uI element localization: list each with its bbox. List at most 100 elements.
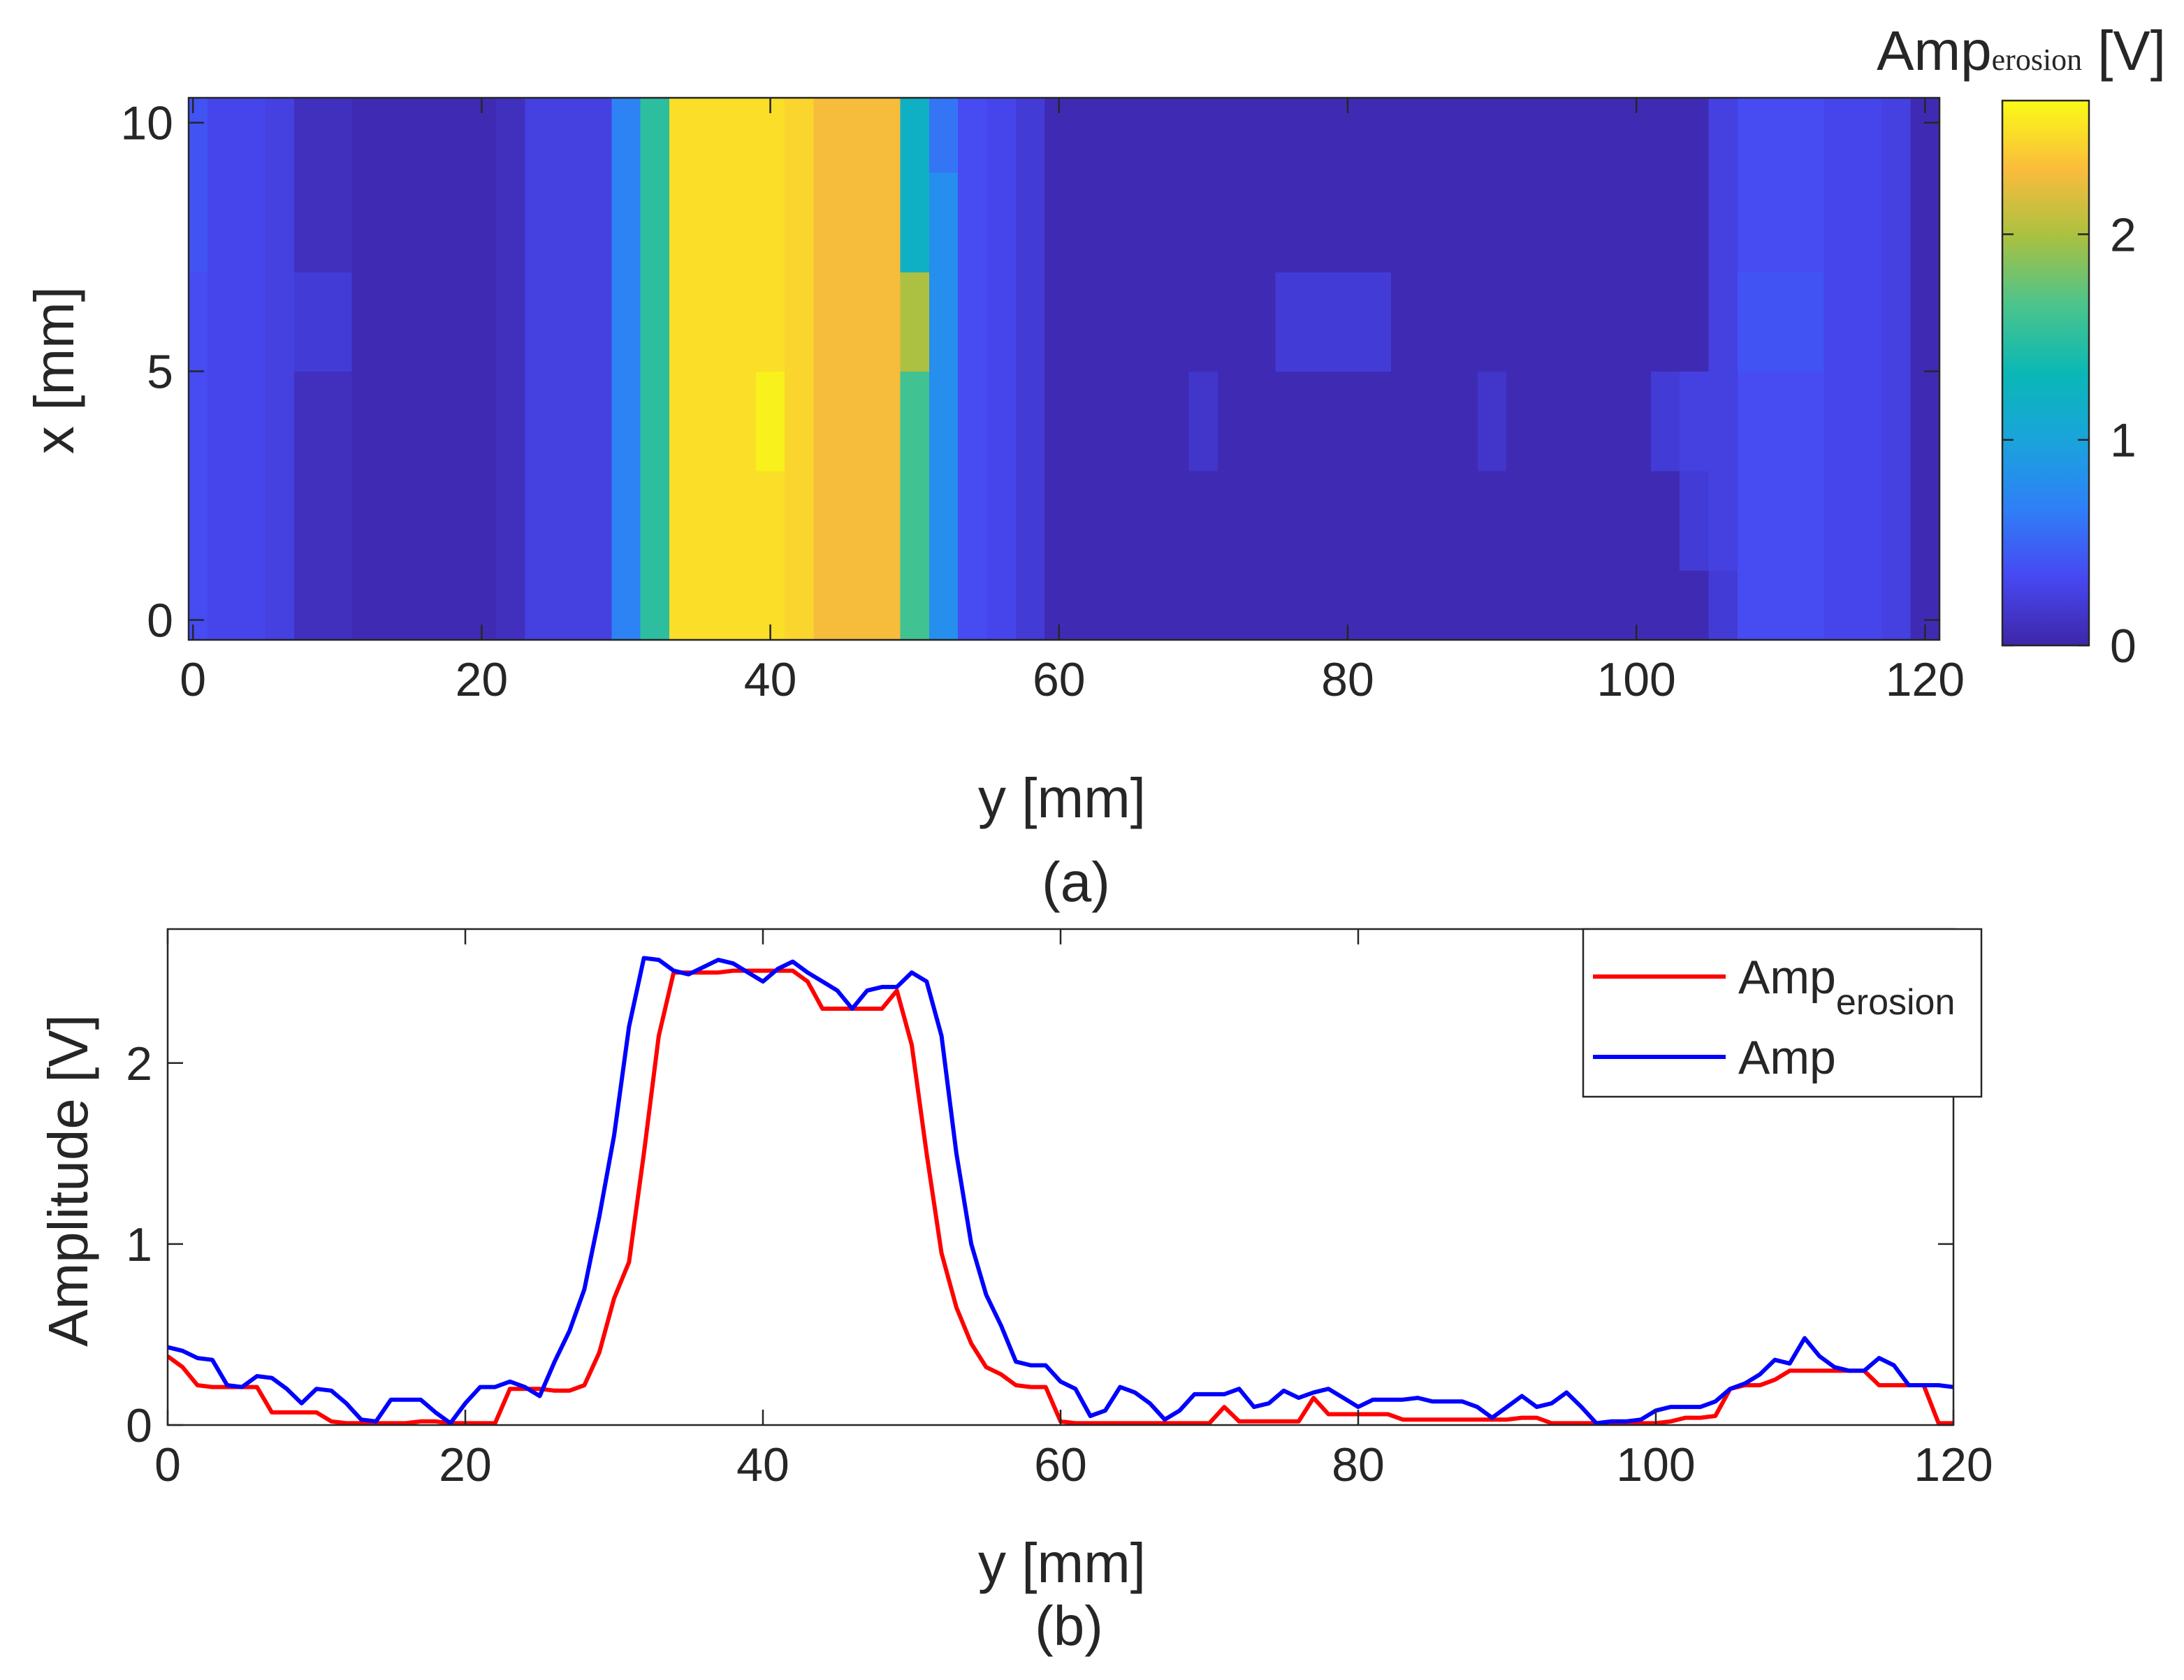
- heat-cell: [1910, 172, 1939, 272]
- heat-cell: [1275, 172, 1305, 272]
- heat-cell: [1593, 172, 1623, 272]
- x-tick-label: 60: [1034, 1438, 1087, 1491]
- heat-cell: [1362, 272, 1392, 372]
- heat-cell: [1160, 172, 1190, 272]
- heat-cell: [265, 172, 295, 272]
- heat-cell: [189, 570, 208, 640]
- heat-cell: [409, 172, 439, 272]
- heat-cell: [1218, 272, 1247, 372]
- heat-cell: [553, 98, 583, 173]
- heat-cell: [1362, 172, 1392, 272]
- heat-cell: [236, 371, 266, 472]
- heat-cell: [842, 272, 872, 372]
- heat-cell: [1766, 470, 1796, 571]
- heat-cell: [987, 272, 1017, 372]
- heatmap: [189, 98, 1939, 640]
- heat-cell: [207, 98, 237, 173]
- heat-cell: [1680, 98, 1710, 173]
- heat-cell: [698, 172, 728, 272]
- heat-cell: [1102, 172, 1132, 272]
- heat-cell: [323, 98, 353, 173]
- heat-cell: [1246, 570, 1276, 640]
- heat-cell: [958, 470, 988, 571]
- heat-cell: [583, 272, 612, 372]
- heat-cell: [1477, 371, 1507, 472]
- heat-cell: [987, 371, 1017, 472]
- heat-cell: [1593, 570, 1623, 640]
- heat-cell: [1881, 172, 1912, 272]
- heat-cell: [553, 371, 583, 472]
- heat-cell: [1680, 570, 1710, 640]
- heat-cell: [1044, 172, 1075, 272]
- heat-cell: [380, 172, 410, 272]
- heat-cell: [1680, 470, 1710, 571]
- heat-cell: [1188, 272, 1218, 372]
- heat-cell: [189, 98, 208, 173]
- heat-cell: [409, 272, 439, 372]
- heat-cell: [1506, 371, 1536, 472]
- heat-cell: [1593, 272, 1623, 372]
- heat-cell: [1737, 570, 1767, 640]
- heat-cell: [189, 272, 208, 372]
- legend-label: Amperosion: [1738, 951, 1955, 1023]
- heat-cell: [1766, 172, 1796, 272]
- heat-cell: [1477, 272, 1507, 372]
- heat-cell: [1362, 371, 1392, 472]
- heat-cell: [1853, 272, 1882, 372]
- heat-cell: [1073, 98, 1103, 173]
- heat-cell: [813, 371, 843, 472]
- heat-cell: [871, 172, 901, 272]
- heat-cell: [380, 570, 410, 640]
- heat-cell: [236, 172, 266, 272]
- heat-cell: [1420, 98, 1450, 173]
- heat-cell: [1506, 172, 1536, 272]
- heat-cell: [640, 272, 670, 372]
- heat-cell: [496, 470, 525, 571]
- heat-cell: [236, 470, 266, 571]
- heat-cell: [323, 570, 353, 640]
- heat-cell: [1708, 98, 1738, 173]
- heat-cell: [1737, 371, 1767, 472]
- heat-cell: [1823, 470, 1854, 571]
- heat-cell: [1015, 172, 1045, 272]
- heat-cell: [785, 570, 815, 640]
- heat-cell: [929, 371, 959, 472]
- heat-cell: [842, 98, 872, 173]
- heat-cell: [1910, 371, 1939, 472]
- heat-cell: [611, 98, 641, 173]
- heat-cell: [189, 371, 208, 472]
- heat-cell: [813, 98, 843, 173]
- heat-cell: [698, 470, 728, 571]
- heat-cell: [1650, 98, 1680, 173]
- heat-cell: [438, 470, 468, 571]
- heat-cell: [496, 272, 525, 372]
- heat-cell: [380, 272, 410, 372]
- x-tick-label: 60: [1033, 653, 1086, 706]
- heat-cell: [265, 570, 295, 640]
- heat-cell: [293, 470, 323, 571]
- heat-cell: [438, 272, 468, 372]
- heat-cell: [1506, 98, 1536, 173]
- heat-cell: [1246, 371, 1276, 472]
- heat-cell: [1622, 470, 1652, 571]
- heat-cell: [727, 272, 757, 372]
- heat-cell: [1766, 98, 1796, 173]
- heat-cell: [583, 172, 612, 272]
- heat-cell: [1795, 470, 1825, 571]
- heat-cell: [1535, 272, 1565, 372]
- heat-cell: [640, 371, 670, 472]
- heat-cell: [293, 172, 323, 272]
- heat-cell: [1420, 470, 1450, 571]
- x-tick-label: 80: [1332, 1438, 1385, 1491]
- heat-cell: [1218, 570, 1247, 640]
- heat-cell: [640, 470, 670, 571]
- heat-cell: [900, 371, 930, 472]
- heat-cell: [900, 570, 930, 640]
- heat-cell: [842, 172, 872, 272]
- heat-cell: [1881, 98, 1912, 173]
- heat-cell: [1477, 570, 1507, 640]
- heat-cell: [669, 371, 699, 472]
- x-tick-label: 40: [736, 1438, 789, 1491]
- heat-cell: [1275, 98, 1305, 173]
- heat-cell: [669, 570, 699, 640]
